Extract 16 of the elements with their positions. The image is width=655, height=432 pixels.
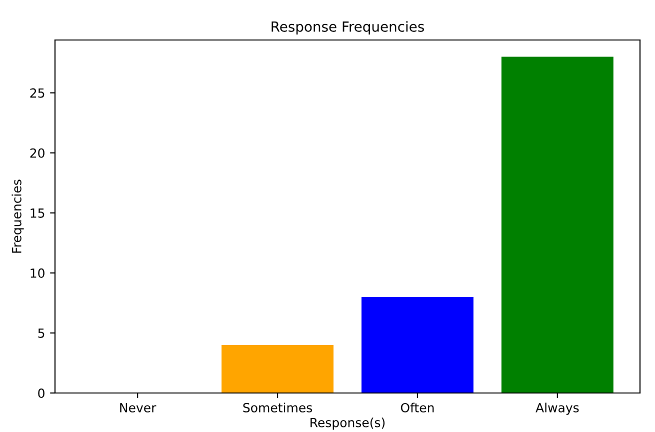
x-tick-label: Never xyxy=(120,403,156,412)
x-tick-label: Often xyxy=(400,402,434,412)
y-tick-label: 0 xyxy=(38,388,44,398)
x-tick-label: Sometimes xyxy=(243,402,312,412)
y-axis-title: Frequencies xyxy=(12,180,24,253)
x-axis-title: Response(s) xyxy=(310,418,385,430)
chart-title: Response Frequencies xyxy=(272,21,424,35)
y-tick-label: 20 xyxy=(30,148,44,158)
y-tick-label: 10 xyxy=(30,268,44,278)
x-tick-label: Always xyxy=(536,402,579,415)
y-tick-label: 25 xyxy=(30,88,44,98)
y-tick-label: 15 xyxy=(30,208,44,218)
y-tick-label: 5 xyxy=(38,328,44,338)
bar xyxy=(222,344,334,393)
bar xyxy=(501,56,614,393)
bar xyxy=(361,296,474,393)
